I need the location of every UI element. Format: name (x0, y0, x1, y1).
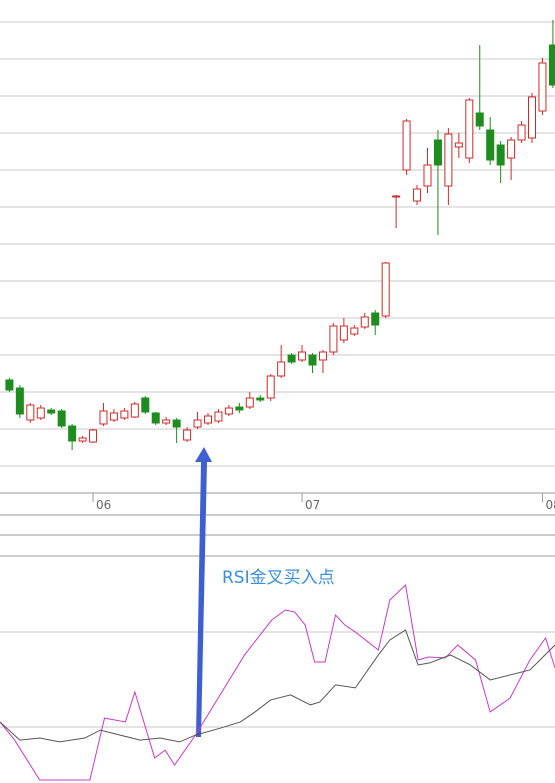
candle-body (130, 403, 139, 418)
candle-body (454, 142, 463, 148)
candle-body (548, 44, 555, 86)
candle-body (256, 397, 265, 401)
candle-body (224, 407, 233, 415)
candle-body (68, 425, 77, 442)
candle-body (193, 419, 202, 428)
candle-body (277, 361, 286, 377)
arrow (195, 447, 212, 737)
candle-body (287, 354, 296, 363)
candle-body (381, 262, 390, 317)
candle-body (465, 99, 474, 159)
candle-body (266, 375, 275, 399)
candle-body (329, 325, 338, 353)
candle-body (214, 411, 223, 422)
candle-body (433, 139, 442, 166)
candle-body (99, 410, 108, 425)
candle-body (538, 62, 547, 112)
candle-body (151, 412, 160, 424)
candle-body (371, 312, 380, 326)
x-tick-label: 06 (96, 498, 111, 512)
x-tick-label: 08 (545, 498, 555, 512)
annotation: RSI金叉买入点 (222, 568, 335, 588)
candle-body (89, 429, 98, 443)
candle-body (350, 327, 359, 335)
candle-body (78, 437, 87, 442)
candle-body (235, 406, 244, 411)
candle-body (318, 351, 327, 361)
candle-body (109, 412, 118, 421)
candle-body (444, 133, 453, 187)
candle-body (517, 124, 526, 141)
x-tick-label: 07 (305, 498, 320, 512)
rsi-line (0, 584, 555, 781)
candle-body (162, 419, 171, 424)
candle-body (423, 164, 432, 187)
candle-body (141, 397, 150, 413)
rsi-line (0, 629, 555, 743)
candle-body (402, 120, 411, 171)
candle-body (475, 112, 484, 127)
candle-body (15, 387, 24, 415)
candle-body (507, 139, 516, 159)
candle-body (413, 188, 422, 202)
candle-body (360, 316, 369, 328)
candle-body (203, 415, 212, 424)
candle-body (486, 129, 495, 161)
candle-body (298, 351, 307, 361)
grid (0, 21, 555, 728)
candle-body (26, 404, 35, 421)
candle-body (496, 144, 505, 166)
candle-body (5, 379, 14, 391)
candle-body (183, 429, 192, 441)
candle-body (36, 407, 45, 419)
candle-body (245, 397, 254, 408)
candle-body (339, 325, 348, 341)
candle-body (57, 410, 66, 427)
candle-body (47, 409, 56, 414)
candle-body (120, 410, 129, 419)
candle-body (172, 419, 181, 428)
candle-body (308, 354, 317, 366)
candle-body (528, 96, 537, 139)
candle-body (392, 195, 401, 198)
